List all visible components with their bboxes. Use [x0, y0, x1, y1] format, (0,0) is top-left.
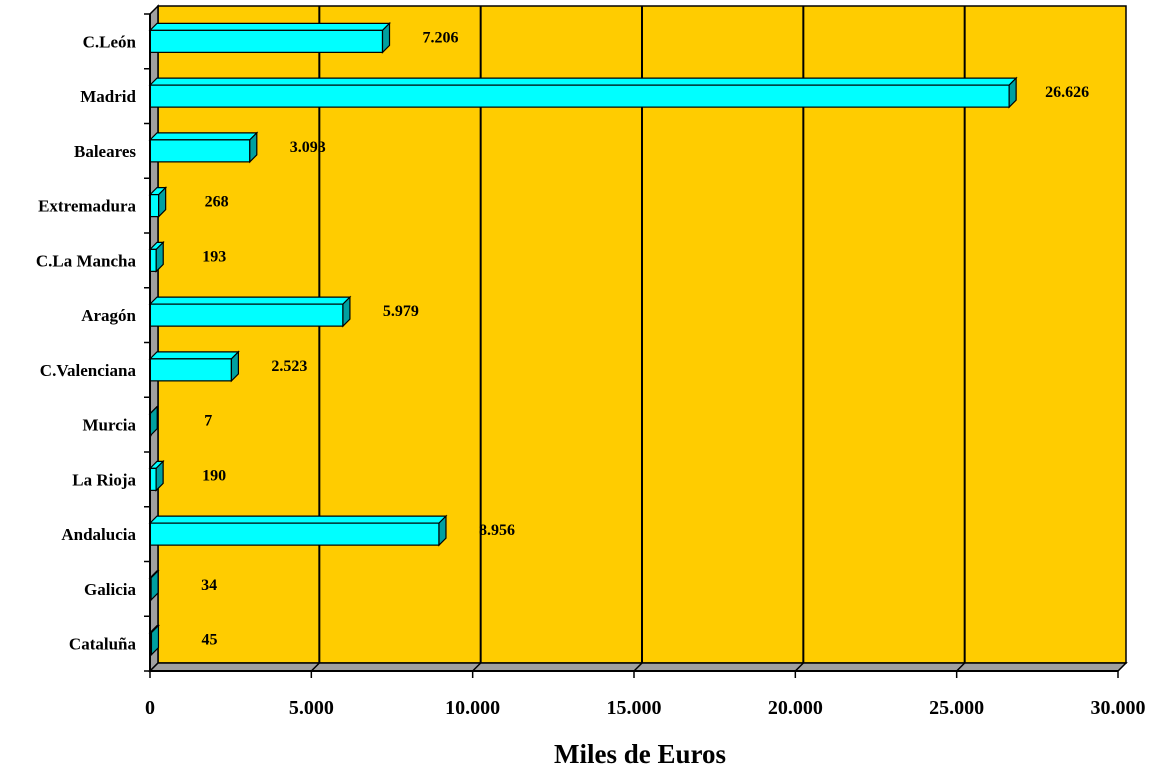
bar-side — [158, 186, 167, 219]
bar-side — [1008, 76, 1017, 109]
category-label: Aragón — [81, 306, 136, 325]
bar-side — [249, 131, 258, 164]
x-tick-label: 0 — [145, 697, 155, 719]
data-label: 3.093 — [290, 139, 326, 156]
gridline-floor — [472, 662, 482, 672]
category-label: C.León — [83, 32, 137, 51]
bar-front — [149, 522, 440, 546]
bar — [148, 21, 391, 54]
data-label: 268 — [205, 194, 229, 211]
x-tick-label: 25.000 — [929, 697, 984, 719]
bar-front — [149, 303, 344, 327]
data-label: 45 — [201, 632, 217, 649]
bar — [148, 240, 165, 273]
data-label: 5.979 — [383, 303, 419, 320]
data-label: 193 — [202, 248, 226, 265]
bar-front — [149, 194, 160, 218]
x-tick-label: 20.000 — [768, 697, 823, 719]
bar — [148, 131, 259, 164]
bar — [148, 350, 240, 383]
x-tick-label: 5.000 — [289, 697, 334, 719]
category-label: La Rioja — [72, 470, 136, 489]
category-label: Andalucia — [61, 525, 136, 544]
bar-side — [150, 624, 160, 657]
category-label: C.La Mancha — [36, 251, 137, 270]
x-tick-label: 10.000 — [445, 697, 500, 719]
data-label: 26.626 — [1045, 84, 1089, 101]
bars — [148, 21, 1018, 657]
bar-side — [342, 295, 351, 328]
category-label: Murcia — [82, 416, 136, 435]
bar-side — [381, 21, 391, 54]
data-label: 7.206 — [423, 29, 459, 46]
category-label: Madrid — [80, 87, 136, 106]
category-label: Extremadura — [38, 197, 136, 216]
gridline-floor — [794, 662, 804, 672]
category-label: C.Valenciana — [40, 361, 137, 380]
x-tick-label: 15.000 — [607, 697, 662, 719]
data-label: 190 — [202, 467, 226, 484]
bar-front — [149, 358, 233, 382]
bar — [148, 295, 352, 328]
category-label: Galicia — [84, 580, 136, 599]
data-label: 8.956 — [479, 522, 515, 539]
bar-side — [438, 514, 447, 547]
bar-top — [148, 296, 352, 305]
bar-side — [150, 569, 159, 602]
bar — [148, 459, 165, 492]
gridline-floor — [310, 662, 320, 672]
gridline-floor — [956, 662, 966, 672]
bar-side — [230, 350, 240, 383]
data-label: 34 — [201, 577, 217, 594]
category-label: Baleares — [74, 142, 136, 161]
category-label: Cataluña — [69, 635, 137, 654]
bar — [148, 76, 1018, 109]
bar-side — [155, 459, 164, 492]
data-label: 2.523 — [271, 358, 307, 375]
x-tick-label: 30.000 — [1091, 697, 1146, 719]
bar — [148, 514, 448, 547]
bar-top — [148, 77, 1018, 86]
bar — [148, 186, 168, 219]
gridlines — [310, 6, 966, 672]
bar-front — [149, 84, 1010, 108]
gridline-floor — [633, 662, 643, 672]
bar-front — [149, 29, 384, 53]
x-axis-title: Miles de Euros — [554, 739, 726, 769]
data-label: 7 — [204, 413, 212, 430]
bar-side — [155, 240, 164, 273]
bar-top — [148, 132, 259, 141]
axes — [144, 13, 1119, 678]
bar-top — [148, 351, 240, 360]
bar-top — [148, 22, 391, 31]
bar-top — [148, 515, 448, 524]
bar-front — [149, 139, 251, 163]
labels: C.León 7.206 Madrid 26.626 Baleares 3.093 Extr… — [36, 29, 1146, 719]
